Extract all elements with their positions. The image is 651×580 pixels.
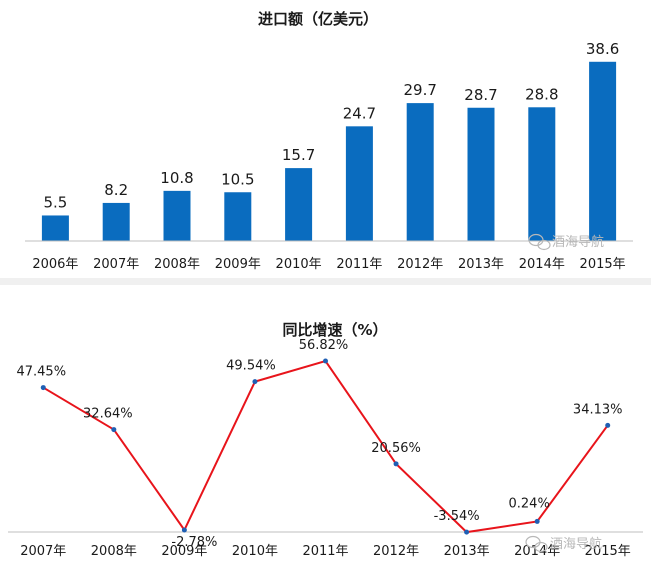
bar-x-tick-7: 2013年	[458, 257, 504, 272]
line-point-3	[252, 379, 258, 385]
line-point-6	[464, 529, 470, 535]
line-point-8	[605, 422, 611, 428]
bar-x-tick-8: 2014年	[519, 257, 565, 272]
bar-value-label-2: 10.8	[160, 169, 193, 187]
line-value-label-7: 0.24%	[509, 496, 550, 511]
watermark-text: 酒海导航	[552, 234, 604, 250]
bar-value-label-5: 24.7	[343, 104, 376, 122]
line-chart-title: 同比增速（%）	[282, 321, 387, 339]
bar-x-tick-3: 2009年	[215, 257, 261, 272]
line-x-tick-3: 2010年	[232, 544, 278, 559]
import-value-chart: 进口额（亿美元） 5.5 2006年 8.2 2007年 10.8 2008年 10.5 20…	[0, 0, 651, 278]
bar-2	[163, 190, 191, 241]
bar-value-label-9: 38.6	[586, 40, 619, 58]
bar-7	[467, 107, 495, 241]
line-x-tick-8: 2015年	[585, 544, 631, 559]
line-value-label-4: 56.82%	[299, 338, 349, 353]
bar-chart-svg: 进口额（亿美元） 5.5 2006年 8.2 2007年 10.8 2008年 10.5 20…	[25, 10, 633, 272]
line-value-label-2: -2.78%	[171, 535, 217, 550]
line-x-tick-0: 2007年	[20, 544, 66, 559]
watermark-bottom: 酒海导航	[525, 535, 602, 553]
line-point-7	[534, 518, 540, 524]
line-point-1	[111, 427, 117, 433]
bar-chart-title: 进口额（亿美元）	[258, 10, 378, 28]
line-value-label-6: -3.54%	[434, 509, 480, 524]
bar-x-tick-5: 2011年	[336, 257, 382, 272]
bar-4	[285, 168, 313, 241]
line-point-0	[40, 385, 46, 391]
bar-5	[345, 126, 373, 241]
line-x-tick-2: 2009年	[161, 544, 207, 559]
line-x-tick-6: 2013年	[444, 544, 490, 559]
bar-value-label-4: 15.7	[282, 146, 315, 164]
bar-6	[406, 103, 434, 241]
line-point-2	[181, 527, 187, 533]
bar-x-tick-9: 2015年	[580, 257, 626, 272]
watermark-text-bottom: 酒海导航	[550, 536, 602, 552]
growth-rate-chart: 同比增速（%） 47.45% 2007年 32.64% 2008年 -2.78% 2009…	[0, 285, 651, 580]
line-x-tick-1: 2008年	[91, 544, 137, 559]
bar-x-tick-1: 2007年	[93, 257, 139, 272]
bar-value-label-3: 10.5	[221, 170, 254, 188]
panel-divider	[0, 278, 651, 285]
bar-9	[589, 61, 617, 242]
line-value-label-8: 34.13%	[573, 402, 623, 417]
bar-x-tick-0: 2006年	[32, 257, 78, 272]
bar-value-label-0: 5.5	[43, 193, 67, 211]
line-x-tick-7: 2014年	[514, 544, 560, 559]
bar-value-label-8: 28.8	[525, 85, 558, 103]
watermark: 酒海导航	[528, 233, 604, 251]
line-value-label-0: 47.45%	[16, 365, 66, 380]
bar-value-label-1: 8.2	[104, 181, 128, 199]
line-x-tick-5: 2012年	[373, 544, 419, 559]
bar-8	[528, 107, 556, 242]
line-point-4	[323, 358, 328, 364]
line-value-label-3: 49.54%	[226, 359, 276, 374]
bar-1	[102, 202, 130, 241]
bar-value-label-7: 28.7	[464, 86, 497, 104]
bar-x-tick-4: 2010年	[276, 257, 322, 272]
bar-3	[224, 192, 252, 241]
wechat-icon-bottom	[525, 535, 548, 553]
line-point-5	[393, 461, 399, 467]
wechat-icon	[528, 233, 551, 251]
bar-value-label-6: 29.7	[403, 81, 436, 99]
line-chart-svg: 同比增速（%） 47.45% 2007年 32.64% 2008年 -2.78%2009…	[8, 321, 643, 559]
bar-x-tick-2: 2008年	[154, 257, 200, 272]
line-x-tick-4: 2011年	[302, 544, 348, 559]
bar-x-tick-6: 2012年	[397, 257, 443, 272]
line-value-label-5: 20.56%	[371, 441, 421, 456]
line-value-label-1: 32.64%	[83, 407, 133, 422]
bar-0	[41, 215, 69, 241]
